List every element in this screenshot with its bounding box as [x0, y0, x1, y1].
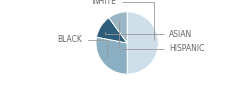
Text: HISPANIC: HISPANIC	[119, 21, 205, 53]
Text: BLACK: BLACK	[57, 35, 107, 57]
Wedge shape	[109, 12, 127, 43]
Text: ASIAN: ASIAN	[105, 30, 192, 39]
Wedge shape	[127, 12, 158, 74]
Wedge shape	[96, 18, 127, 43]
Text: WHITE: WHITE	[91, 0, 154, 40]
Wedge shape	[96, 37, 127, 74]
